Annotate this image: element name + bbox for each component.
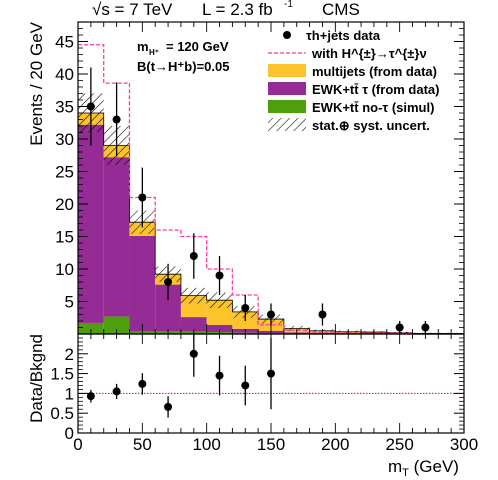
mass-subscript: H⁺ <box>149 48 159 57</box>
x-tick-label: 100 <box>192 435 220 454</box>
mass-symbol: m <box>137 39 149 54</box>
data-point <box>318 310 327 319</box>
y-tick-label: 10 <box>55 260 74 279</box>
y-tick-label: 40 <box>55 65 74 84</box>
stack-bar <box>129 235 156 332</box>
uncertainty-bin <box>206 292 233 308</box>
lumi-label: L = 2.3 fb <box>202 0 273 19</box>
ratio-point <box>112 387 121 396</box>
ratio-point <box>267 369 275 378</box>
y-tick-label: 45 <box>55 33 74 52</box>
ratio-y-tick-label: 2 <box>65 345 74 364</box>
data-point <box>86 102 95 111</box>
ratio-point <box>164 402 173 411</box>
x-tick-label: 300 <box>450 435 478 454</box>
experiment-label: CMS <box>322 0 360 19</box>
data-point <box>164 278 173 286</box>
x-tick-label: 250 <box>385 435 413 454</box>
legend-data-label: τh+jets data <box>306 28 381 43</box>
data-point <box>267 310 275 319</box>
ratio-y-tick-label: 1 <box>65 384 74 403</box>
data-point <box>215 271 224 280</box>
ratio-points <box>78 334 464 418</box>
data-point <box>189 252 198 260</box>
header: √s = 7 TeV L = 2.3 fb -1 CMS <box>92 0 360 19</box>
ratio-point <box>189 349 198 358</box>
lumi-exponent: -1 <box>284 0 293 10</box>
signal-line <box>78 44 464 335</box>
x-tick-label: 200 <box>321 435 349 454</box>
stack-bar <box>206 324 233 333</box>
uncertainty-bin <box>283 325 310 332</box>
branching-ratio: B(t→H⁺b)=0.05 <box>137 59 229 74</box>
legend: τh+jets data with H^{±}→τ^{±}ν multijets (… <box>268 28 440 133</box>
ratio-point <box>138 379 147 388</box>
legend-swatch <box>268 100 306 113</box>
legend-stack-label: EWK+tt̄ no-τ (simul) <box>312 100 434 115</box>
legend-stack-label: multijets (from data) <box>312 64 437 79</box>
ratio-y-tick-label: 1.5 <box>50 365 74 384</box>
y-tick-label: 25 <box>55 163 74 182</box>
data-point <box>241 304 250 312</box>
signal-histogram <box>78 44 464 335</box>
stack-bar <box>78 322 104 334</box>
legend-swatch <box>268 64 306 77</box>
ratio-point <box>241 381 250 390</box>
mass-annotation: m H⁺ = 120 GeV B(t→H⁺b)=0.05 <box>137 39 229 74</box>
ratio-point <box>215 371 224 380</box>
stack-bar <box>103 316 130 334</box>
y-tick-label: 5 <box>65 293 74 312</box>
y-tick-label: 35 <box>55 98 74 117</box>
y-tick-label: 20 <box>55 195 74 214</box>
legend-uncertainty-swatch <box>268 118 306 131</box>
svg-text:mT (GeV): mT (GeV) <box>388 457 459 479</box>
legend-uncertainty-label: stat.⊕ syst. uncert. <box>312 118 430 133</box>
mass-value: = 120 GeV <box>166 39 229 54</box>
stack-bar <box>180 317 207 332</box>
ratio-y-tick-label: 0.5 <box>50 404 74 423</box>
legend-swatch <box>268 82 306 95</box>
data-point <box>112 115 121 124</box>
y-tick-label: 30 <box>55 130 74 149</box>
x-tick-label: 0 <box>73 435 82 454</box>
x-axis-title: mT (GeV) <box>388 457 459 479</box>
legend-signal-label: with H^{±}→τ^{±}ν <box>311 46 427 61</box>
stack-bar <box>103 157 130 317</box>
data-point <box>421 323 430 332</box>
ratio-y-tick-label: 0 <box>65 424 74 443</box>
ratio-axes: 00.511.520 50 100 150 200 250 300 <box>50 334 478 454</box>
x-tick-label: 50 <box>133 435 152 454</box>
energy-label: √s = 7 TeV <box>92 0 173 19</box>
uncertainty-bin <box>180 287 207 304</box>
ratio-point <box>86 392 95 401</box>
y-tick-label: 15 <box>55 228 74 247</box>
legend-stack-label: EWK+tt̄ τ (from data) <box>312 82 440 97</box>
y-axis-title: Events / 20 GeV <box>27 21 46 145</box>
legend-data-marker <box>283 31 291 39</box>
ratio-y-axis-title: Data/Bkgnd <box>27 334 46 423</box>
main-axes: 5 10 15 20 25 30 35 40 45 <box>55 22 465 334</box>
data-point <box>138 193 147 202</box>
x-tick-label: 150 <box>257 435 285 454</box>
